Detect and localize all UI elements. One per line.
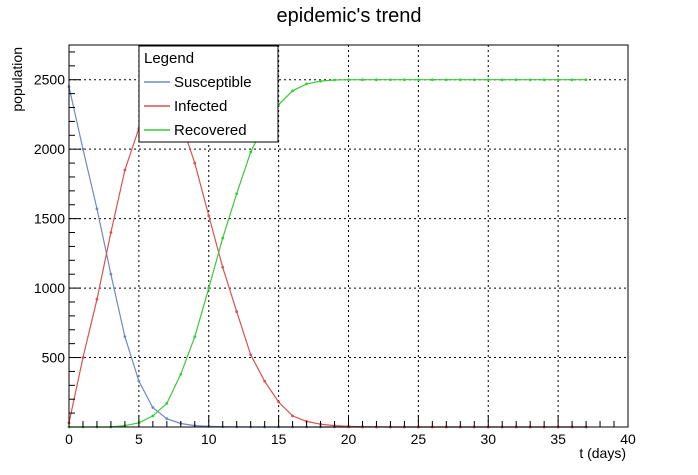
point-recovered — [389, 78, 392, 82]
point-recovered — [361, 78, 364, 82]
point-infected — [249, 353, 253, 357]
legend-title: Legend — [144, 50, 194, 67]
legend-label-susceptible: Susceptible — [174, 74, 252, 91]
point-infected — [235, 310, 239, 314]
point-infected — [207, 214, 211, 218]
y-tick-label: 1000 — [34, 280, 65, 296]
series-line-recovered — [69, 79, 587, 428]
point-recovered — [347, 78, 350, 82]
point-recovered — [444, 78, 448, 82]
x-tick-label: 20 — [341, 431, 357, 447]
x-tick-label: 40 — [620, 431, 636, 447]
x-tick-label: 10 — [201, 431, 217, 447]
point-susceptible — [81, 147, 85, 151]
point-recovered — [305, 82, 308, 86]
y-tick-label: 1500 — [34, 211, 65, 227]
point-susceptible — [123, 335, 127, 339]
point-susceptible — [165, 417, 169, 421]
point-infected — [109, 231, 113, 234]
point-recovered — [472, 78, 476, 82]
legend-box — [138, 45, 279, 143]
point-recovered — [458, 78, 462, 82]
point-recovered — [151, 414, 155, 418]
point-recovered — [584, 78, 588, 82]
x-tick-label: 5 — [135, 431, 143, 447]
x-tick-label: 25 — [411, 431, 427, 447]
axis-ticks: 0 5 10 15 20 25 30 35 40 500 1000 1500 2000 2500 — [34, 51, 636, 447]
legend: Legend Susceptible Infected Recovered — [138, 45, 279, 143]
x-tick-label: 15 — [271, 431, 287, 447]
point-susceptible — [151, 406, 155, 409]
point-recovered — [207, 286, 211, 290]
y-tick-label: 2500 — [34, 72, 65, 88]
y-tick-label: 2000 — [34, 141, 65, 157]
legend-label-infected: Infected — [174, 98, 227, 115]
x-tick-label: 0 — [65, 431, 73, 447]
y-tick-label: 500 — [42, 350, 66, 366]
point-recovered — [500, 78, 504, 82]
legend-label-recovered: Recovered — [174, 122, 247, 139]
point-infected — [221, 265, 225, 269]
point-recovered — [165, 401, 169, 405]
point-recovered — [193, 335, 197, 339]
point-recovered — [375, 78, 378, 82]
point-recovered — [486, 78, 490, 82]
point-recovered — [179, 372, 183, 376]
point-infected — [277, 400, 281, 404]
series-line-infected — [68, 99, 587, 428]
point-recovered — [249, 150, 253, 154]
point-susceptible — [95, 207, 99, 211]
point-recovered — [570, 78, 574, 82]
point-recovered — [556, 78, 560, 82]
y-axis-label: population — [9, 47, 25, 112]
point-infected — [193, 161, 197, 165]
point-recovered — [291, 89, 294, 93]
chart-title: epidemic's trend — [277, 5, 422, 27]
point-recovered — [333, 78, 336, 82]
point-susceptible — [109, 272, 113, 276]
point-susceptible — [137, 379, 141, 383]
point-recovered — [416, 78, 420, 82]
x-tick-label: 30 — [480, 431, 496, 447]
point-recovered — [403, 78, 406, 82]
point-recovered — [528, 78, 532, 82]
point-infected — [123, 168, 127, 172]
point-recovered — [514, 78, 518, 82]
x-tick-label: 35 — [550, 431, 566, 447]
point-recovered — [430, 78, 434, 82]
point-recovered — [235, 192, 239, 196]
point-recovered — [319, 79, 322, 83]
point-infected — [81, 356, 85, 359]
point-infected — [291, 414, 294, 418]
point-infected — [95, 297, 99, 301]
point-infected — [263, 379, 267, 383]
x-axis-label: t (days) — [579, 445, 626, 461]
point-recovered — [221, 236, 225, 240]
point-recovered — [542, 78, 546, 82]
